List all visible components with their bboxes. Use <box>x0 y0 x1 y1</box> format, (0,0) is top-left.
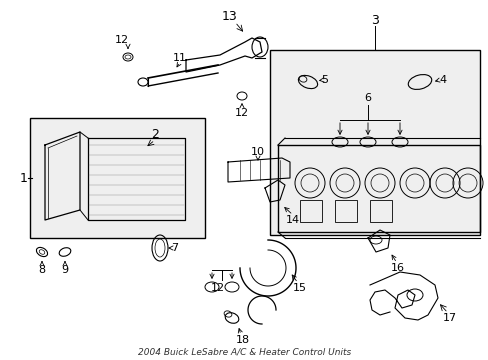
Bar <box>299 200 321 222</box>
Text: 5: 5 <box>321 75 328 85</box>
Text: 6: 6 <box>364 93 371 103</box>
Text: 2004 Buick LeSabre A/C & Heater Control Units: 2004 Buick LeSabre A/C & Heater Control … <box>138 347 350 356</box>
Text: 7: 7 <box>171 243 178 253</box>
Text: 12: 12 <box>234 108 248 118</box>
Text: 1: 1 <box>20 171 28 184</box>
Text: 15: 15 <box>292 283 306 293</box>
Text: 10: 10 <box>250 147 264 157</box>
Text: 2: 2 <box>151 129 159 141</box>
Bar <box>269 50 479 235</box>
Text: 11: 11 <box>173 53 186 63</box>
Text: 14: 14 <box>285 215 300 225</box>
Text: 9: 9 <box>61 265 68 275</box>
Bar <box>30 118 204 238</box>
Bar <box>369 200 391 222</box>
Text: 3: 3 <box>370 13 378 27</box>
Text: 4: 4 <box>439 75 446 85</box>
Text: 12: 12 <box>115 35 129 45</box>
Text: 8: 8 <box>39 265 45 275</box>
Text: 18: 18 <box>235 335 249 345</box>
Text: 16: 16 <box>390 263 404 273</box>
Text: 17: 17 <box>442 313 456 323</box>
Text: 12: 12 <box>210 283 224 293</box>
Text: 13: 13 <box>222 9 237 22</box>
Bar <box>334 200 356 222</box>
